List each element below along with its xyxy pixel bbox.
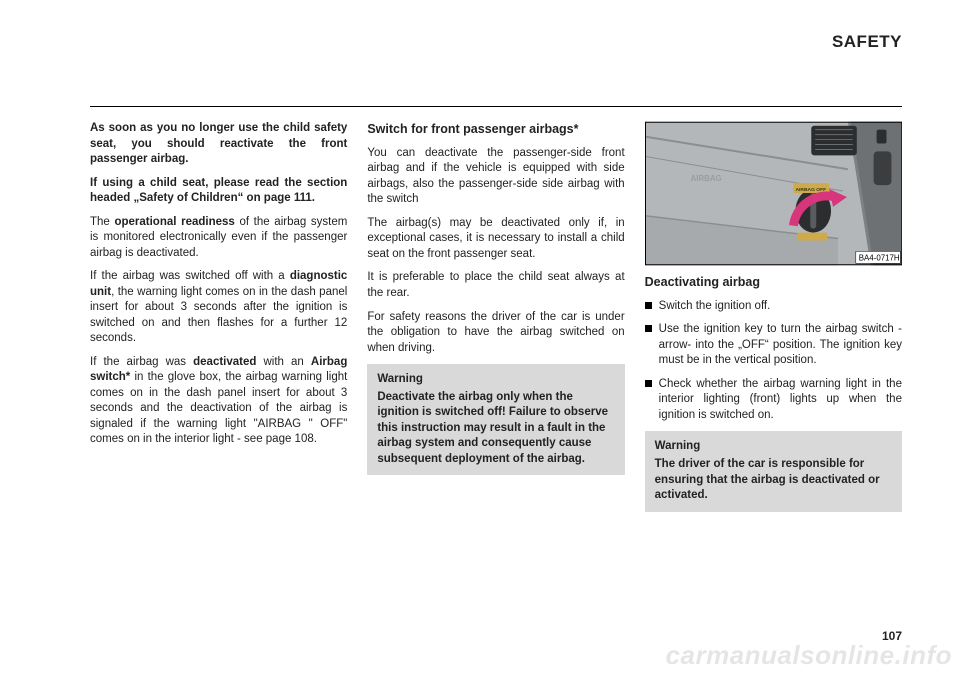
col1-p4: If the airbag was switched off with a di… [90,269,347,347]
column-3: AIRBAG AIRBAG OFF BA4-0717H [645,121,902,520]
bullet-text: Use the ignition key to turn the airbag … [659,322,902,369]
manual-page: SAFETY As soon as you no longer use the … [0,0,960,673]
col2-p1: You can deactivate the passenger-side fr… [367,146,624,208]
warning-title: Warning [655,439,892,455]
col3-bullet-1: Switch the ignition off. [645,299,902,315]
warning-title: Warning [377,372,614,388]
col2-p4: For safety reasons the driver of the car… [367,310,624,357]
square-bullet-icon [645,380,652,387]
column-2: Switch for front passenger airbags* You … [367,121,624,520]
content-columns: As soon as you no longer use the child s… [90,121,902,520]
col2-warning-box: Warning Deactivate the airbag only when … [367,364,624,475]
col3-bullet-2: Use the ignition key to turn the airbag … [645,322,902,369]
col3-heading: Deactivating airbag [645,274,902,291]
square-bullet-icon [645,302,652,309]
col1-p2: If using a child seat, please read the s… [90,176,347,207]
col2-heading: Switch for front passenger airbags* [367,121,624,138]
col2-p2: The airbag(s) may be deactivated only if… [367,216,624,263]
col3-bullet-3: Check whether the airbag warning light i… [645,377,902,424]
horizontal-rule [90,106,902,107]
bullet-text: Switch the ignition off. [659,299,771,315]
svg-text:AIRBAG: AIRBAG [690,174,721,183]
column-1: As soon as you no longer use the child s… [90,121,347,520]
warning-body: Deactivate the airbag only when the igni… [377,391,608,465]
col1-p1: As soon as you no longer use the child s… [90,121,347,168]
col1-p3: The operational readiness of the airbag … [90,215,347,262]
warning-body: The driver of the car is responsible for… [655,458,880,501]
bullet-text: Check whether the airbag warning light i… [659,377,902,424]
section-header: SAFETY [90,32,902,58]
watermark: carmanualsonline.info [666,640,952,671]
col3-warning-box: Warning The driver of the car is respons… [645,431,902,511]
col1-p5: If the airbag was deactivated with an Ai… [90,355,347,448]
figure-code: BA4-0717H [858,253,899,262]
col2-p3: It is preferable to place the child seat… [367,270,624,301]
airbag-switch-figure: AIRBAG AIRBAG OFF BA4-0717H [645,121,902,266]
square-bullet-icon [645,325,652,332]
